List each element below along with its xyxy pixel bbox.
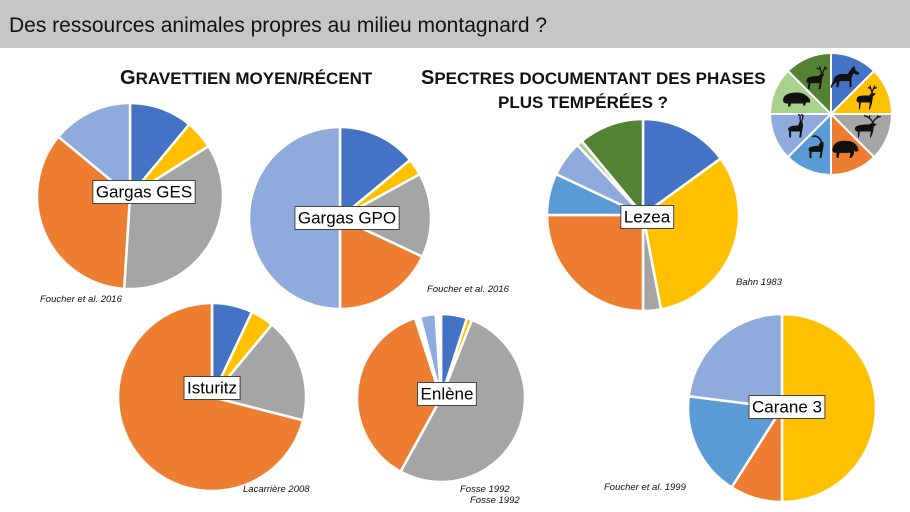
page-title: Des ressources animales propres au milie… (9, 14, 548, 37)
pie-slice (434, 312, 443, 400)
pie-label-box (748, 395, 826, 419)
pie-label-box (620, 205, 675, 229)
pie-label: Lezea (620, 205, 675, 229)
pie-slice (35, 135, 132, 291)
pie-reference: Foucher et al. 1999 (604, 482, 687, 493)
pie-reference-2: Fosse 1992 (470, 495, 520, 506)
pie-slice (687, 312, 784, 410)
pie-slice (338, 125, 412, 220)
pie-slice (780, 312, 878, 504)
pie-label-text: Carane 3 (752, 398, 822, 417)
heading-gravettien-initial: G (120, 67, 136, 89)
title-bar: Des ressources animales propres au milie… (0, 0, 910, 48)
horse-icon (830, 66, 860, 89)
ibex-icon (808, 135, 824, 158)
pie-slice (122, 144, 225, 291)
pie-slice (338, 216, 424, 311)
pie-label-text: Enlène (421, 385, 474, 404)
pie-reference: Fosse 1992 (460, 484, 510, 495)
pie-chart-3: Isturitz Lacarrière 2008 (116, 301, 310, 495)
pie-slice (641, 117, 722, 217)
caribou-icon (854, 114, 881, 138)
pie-label-text: Lezea (624, 208, 671, 227)
pie-chart-2: Lezea Bahn 1983 (545, 117, 783, 313)
bison-icon (832, 140, 859, 158)
heading-spectres-rest: PECTRES DOCUMENTANT DES PHASES (434, 69, 766, 88)
pie-label: Isturitz (183, 376, 241, 400)
pie-label-box (92, 180, 196, 204)
heading-gravettien: GRAVETTIEN MOYEN/RÉCENT (120, 67, 372, 90)
pie-chart-1: Gargas GPO Foucher et al. 2016 (247, 125, 510, 311)
pie-label-text: Isturitz (187, 379, 237, 398)
heading-gravettien-rest: RAVETTIEN MOYEN/RÉCENT (135, 69, 373, 88)
pie-slice (355, 316, 443, 473)
pie-chart-0: Gargas GES Foucher et al. 2016 (35, 101, 225, 305)
pie-label-box (417, 382, 477, 406)
pie-label: Gargas GES (92, 180, 196, 204)
pie-reference: Foucher et al. 2016 (40, 294, 123, 305)
pie-slice (545, 213, 645, 313)
pie-slice (641, 157, 741, 311)
pie-reference: Foucher et al. 2016 (427, 284, 510, 295)
red-deer-icon (806, 65, 828, 90)
boar-icon (783, 92, 811, 107)
heading-spectres-line1: SPECTRES DOCUMENTANT DES PHASES (421, 67, 766, 90)
pie-chart-5: Carane 3 Foucher et al. 1999 (604, 312, 878, 504)
pie-label-text: Gargas GES (96, 183, 192, 202)
pie-label: Enlène (417, 382, 477, 406)
pie-reference: Bahn 1983 (736, 277, 783, 288)
species-legend-wheel (768, 51, 894, 177)
pie-reference: Lacarrière 2008 (243, 484, 310, 495)
pie-label: Gargas GPO (294, 206, 400, 230)
pie-label-text: Gargas GPO (298, 209, 396, 228)
pie-slice (57, 101, 132, 198)
reindeer-icon (856, 85, 878, 110)
pie-label: Carane 3 (748, 395, 826, 419)
pie-slice (686, 394, 784, 489)
heading-spectres-line2: PLUS TEMPÉRÉES ? (498, 93, 669, 112)
pie-slice (580, 117, 645, 217)
pie-label-box (294, 206, 400, 230)
pie-label-box (183, 376, 241, 400)
chamois-icon (788, 113, 804, 138)
heading-spectres-initial: S (421, 67, 435, 89)
